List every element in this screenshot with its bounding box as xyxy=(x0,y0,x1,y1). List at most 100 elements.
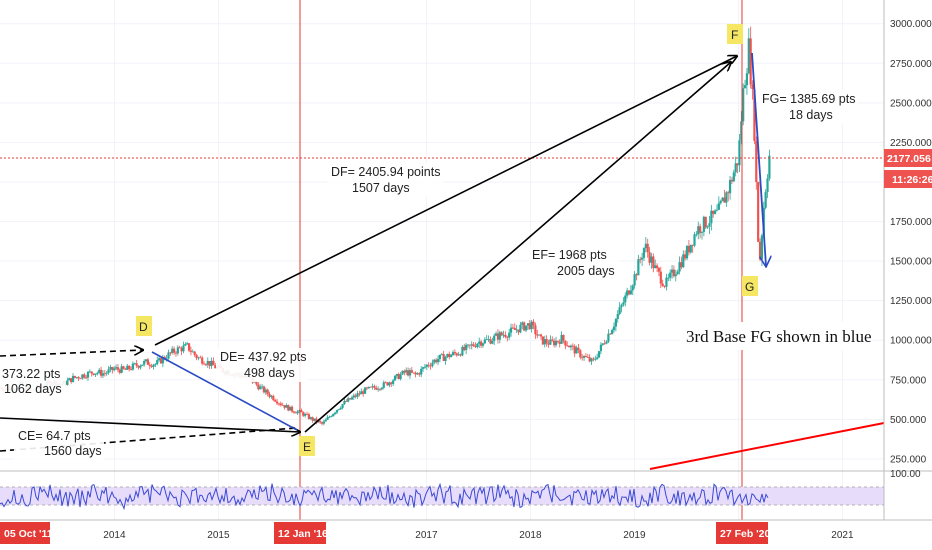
candle-body-287 xyxy=(536,334,539,336)
candle-body-137 xyxy=(255,381,258,385)
candle-body-192 xyxy=(358,393,361,395)
candle-body-371 xyxy=(693,234,696,246)
candle-body-83 xyxy=(154,363,157,365)
svg-text:05 Oct '11: 05 Oct '11 xyxy=(4,528,53,540)
candle-body-60 xyxy=(111,367,114,371)
candle-body-190 xyxy=(354,395,357,397)
candle-body-292 xyxy=(545,339,548,344)
candle-body-57 xyxy=(105,372,108,374)
candle-body-288 xyxy=(538,334,541,336)
candle-body-324 xyxy=(605,341,608,344)
candle-body-66 xyxy=(122,366,125,369)
candle-body-206 xyxy=(384,382,387,384)
candle-body-340 xyxy=(635,274,638,276)
candle-body-100 xyxy=(186,343,189,345)
svg-text:DE= 437.92 pts: DE= 437.92 pts xyxy=(220,350,307,364)
svg-text:CE= 64.7 pts: CE= 64.7 pts xyxy=(18,429,91,443)
candle-body-64 xyxy=(118,369,121,373)
candle-body-142 xyxy=(264,389,267,393)
candle-body-62 xyxy=(114,367,118,369)
candle-body-189 xyxy=(352,395,355,398)
candle-body-159 xyxy=(296,411,299,414)
candle-body-53 xyxy=(98,369,101,373)
candle-body-55 xyxy=(101,373,105,376)
candle-body-209 xyxy=(390,382,393,384)
candle-body-166 xyxy=(309,417,312,419)
candle-body-232 xyxy=(433,359,436,363)
candle-body-300 xyxy=(560,335,563,344)
candle-body-194 xyxy=(362,391,365,394)
candle-body-325 xyxy=(607,333,610,342)
marker-f-bg xyxy=(727,24,743,44)
candle-body-92 xyxy=(171,348,174,353)
candle-body-404 xyxy=(755,140,758,183)
candle-body-199 xyxy=(371,386,374,388)
note-box: 3rd Base FG shown in blue xyxy=(680,322,872,350)
candle-body-76 xyxy=(141,364,144,366)
candle-body-349 xyxy=(652,256,655,269)
candle-body-225 xyxy=(420,368,423,375)
candle-body-367 xyxy=(685,246,689,259)
candle-body-278 xyxy=(519,324,522,333)
candle-body-144 xyxy=(268,394,271,397)
blue-line-d-e xyxy=(151,351,298,431)
candle-body-196 xyxy=(365,387,369,389)
candle-body-402 xyxy=(751,84,754,90)
svg-text:2005 days: 2005 days xyxy=(557,264,615,278)
candle-body-181 xyxy=(337,409,340,411)
candle-body-386 xyxy=(721,197,724,202)
price-tick-9: 750.000 xyxy=(890,375,927,386)
candle-body-70 xyxy=(129,369,133,370)
rsi-tick: 100.00 xyxy=(890,469,921,480)
candle-body-161 xyxy=(300,410,303,413)
candle-body-56 xyxy=(103,373,106,375)
candle-body-361 xyxy=(674,274,677,277)
current-price-badge xyxy=(884,149,932,167)
candle-body-306 xyxy=(571,345,574,347)
candle-body-220 xyxy=(410,370,413,373)
candle-body-347 xyxy=(648,252,651,263)
candle-body-164 xyxy=(305,413,309,415)
candle-body-283 xyxy=(528,323,531,330)
candle-body-51 xyxy=(94,373,97,375)
svg-text:1062 days: 1062 days xyxy=(4,382,62,396)
candle-body-352 xyxy=(657,268,661,272)
candle-body-207 xyxy=(386,382,389,386)
candle-body-156 xyxy=(290,406,294,412)
candle-body-376 xyxy=(702,216,705,232)
candle-body-397 xyxy=(742,88,745,122)
candle-body-242 xyxy=(451,352,455,355)
candle-body-93 xyxy=(172,348,176,353)
svg-text:12 Jan '16: 12 Jan '16 xyxy=(278,528,328,540)
candle-body-74 xyxy=(137,365,140,368)
candle-body-111 xyxy=(206,360,209,365)
candle-body-96 xyxy=(178,347,181,349)
candle-body-38 xyxy=(70,378,73,383)
candle-body-41 xyxy=(75,377,78,378)
candle-body-110 xyxy=(204,364,208,366)
candle-body-360 xyxy=(672,269,676,277)
current-time-badge xyxy=(884,170,932,188)
candle-body-304 xyxy=(567,346,571,348)
marker-d-bg xyxy=(136,316,152,336)
candle-body-58 xyxy=(107,369,110,373)
candle-body-214 xyxy=(399,374,402,380)
candle-body-50 xyxy=(92,373,95,375)
candle-body-218 xyxy=(406,370,410,376)
candle-body-254 xyxy=(474,346,477,348)
candle-body-356 xyxy=(665,277,668,287)
candle-body-183 xyxy=(341,404,344,408)
candle-body-310 xyxy=(579,350,582,358)
candle-body-403 xyxy=(753,89,756,141)
candle-body-90 xyxy=(167,352,170,359)
candle-body-267 xyxy=(498,332,501,340)
candle-body-87 xyxy=(161,356,164,364)
candle-body-406 xyxy=(758,241,762,260)
candle-body-339 xyxy=(633,274,636,286)
candle-body-99 xyxy=(184,344,187,346)
candle-body-227 xyxy=(423,366,427,368)
candle-body-320 xyxy=(597,351,601,358)
annotation-fg: FG= 1385.69 pts 18 days xyxy=(758,90,858,124)
candle-body-257 xyxy=(480,341,483,346)
